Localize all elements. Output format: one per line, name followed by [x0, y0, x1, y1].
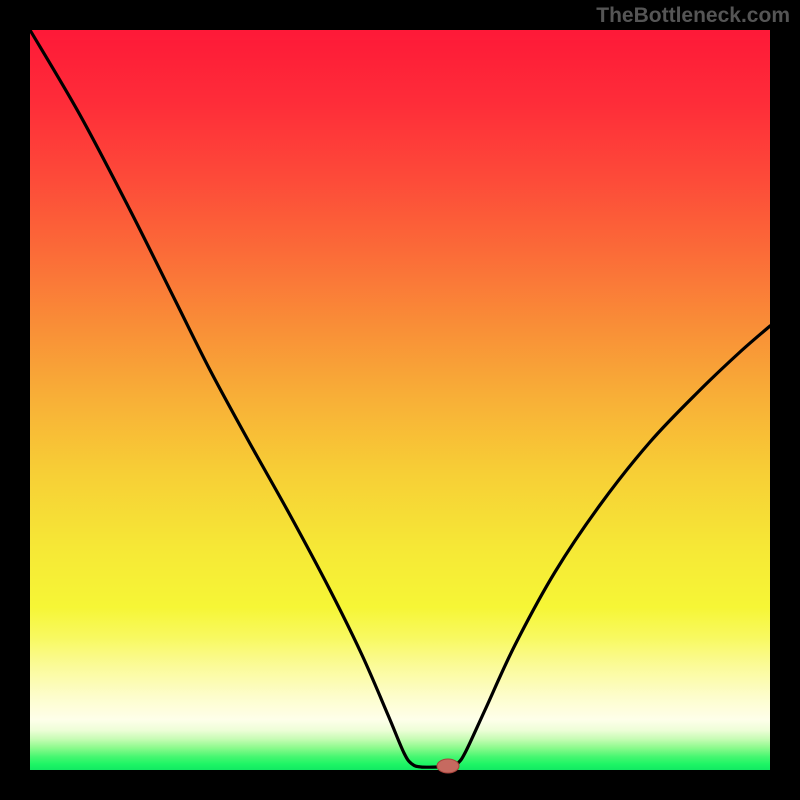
gradient-background [30, 30, 770, 770]
chart-container: TheBottleneck.com [0, 0, 800, 800]
watermark-text: TheBottleneck.com [596, 4, 790, 28]
optimal-point-marker [437, 759, 459, 773]
bottleneck-chart [0, 0, 800, 800]
